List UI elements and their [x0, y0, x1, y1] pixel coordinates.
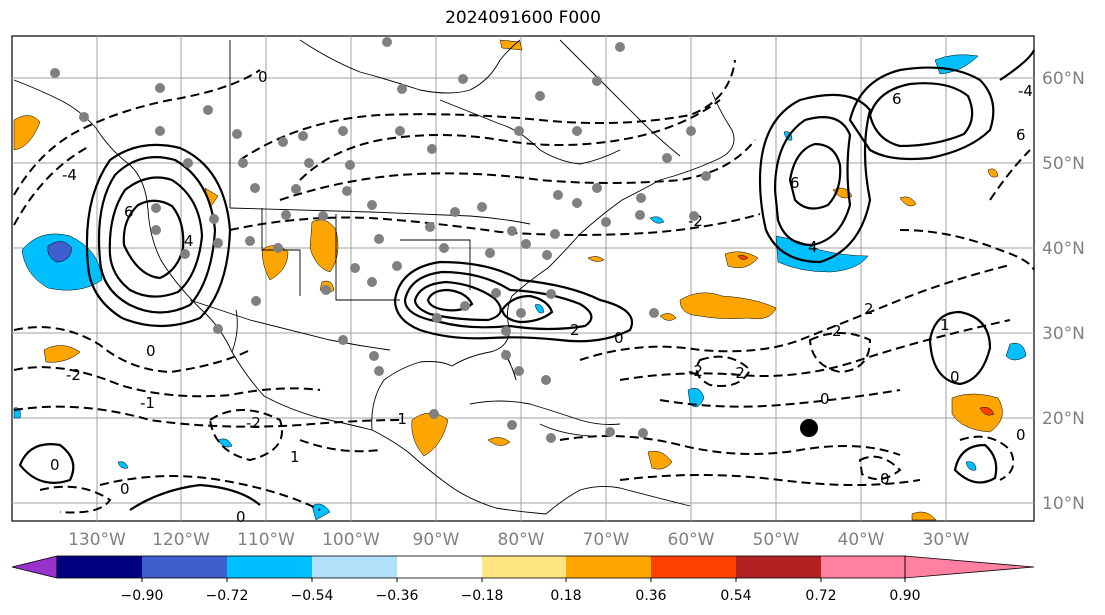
colorbar-tick-label: 0.36: [635, 588, 666, 604]
lon-label: 110°W: [237, 530, 295, 550]
contour-label: 6: [1016, 126, 1026, 144]
lat-label: 20°N: [1042, 409, 1085, 429]
contour-label: -4: [1018, 82, 1033, 100]
colorbar-tick-label: 0.18: [550, 588, 581, 604]
contours-negative: [13, 59, 1035, 514]
lat-label: 30°N: [1042, 324, 1085, 344]
colorbar-tick-label: −0.90: [121, 588, 164, 604]
station-markers: [50, 37, 711, 443]
contour-label: -4: [62, 166, 77, 184]
contour-label: 0: [880, 470, 890, 488]
colorbar-tick-label: 0.72: [805, 588, 836, 604]
lon-label: 40°W: [838, 530, 885, 550]
contour-label: 4: [808, 238, 818, 256]
colorbar-tick-label: −0.72: [206, 588, 249, 604]
contour-label: 0: [258, 68, 268, 86]
contour-label: 0: [236, 508, 246, 526]
map-title: 2024091600 F000: [445, 8, 601, 28]
latitude-labels: 60°N 50°N 40°N 30°N 20°N 10°N: [1042, 69, 1085, 514]
contour-label: 0: [614, 329, 624, 347]
contour-label: 0: [50, 456, 60, 474]
colorbar-segment: [651, 556, 736, 578]
colorbar-segment: [312, 556, 397, 578]
colorbar-segment: [57, 556, 142, 578]
storm-center-marker: [800, 419, 818, 437]
contour-label: 1: [290, 448, 300, 466]
contour-label: -2: [688, 362, 703, 380]
contour-label: -1: [140, 394, 155, 412]
contour-label: 4: [184, 232, 194, 250]
contour-label: 6: [124, 203, 134, 221]
colorbar-segment: [227, 556, 312, 578]
contour-label: 0: [120, 480, 130, 498]
lon-label: 30°W: [923, 530, 970, 550]
lat-label: 50°N: [1042, 154, 1085, 174]
contour-label: 0: [820, 390, 830, 408]
colorbar-segment: [397, 556, 482, 578]
colorbar-segment: [142, 556, 227, 578]
contour-label: 0: [1016, 426, 1026, 444]
colorbar: −0.90 −0.72 −0.54 −0.36 −0.18 0.18 0.36 …: [11, 555, 1035, 604]
lon-label: 70°W: [583, 530, 630, 550]
colorbar-segment: [821, 556, 905, 578]
colorbar-extend-low: [11, 555, 58, 579]
map-frame: [11, 35, 1035, 522]
contour-label: 2: [832, 322, 842, 340]
contour-label: 6: [892, 90, 902, 108]
contour-label: 1: [940, 316, 950, 334]
lon-label: 60°W: [668, 530, 715, 550]
contour-label: 2: [570, 321, 580, 339]
contour-label: 2: [864, 300, 874, 318]
lon-label: 130°W: [68, 530, 126, 550]
contour-label: 0: [146, 342, 156, 360]
colorbar-segment: [482, 556, 566, 578]
colorbar-segment: [736, 556, 821, 578]
lat-label: 10°N: [1042, 494, 1085, 514]
colorbar-tick-label: −0.18: [461, 588, 504, 604]
lon-label: 50°W: [753, 530, 800, 550]
contour-label: -1: [392, 410, 407, 428]
contour-label: -2: [66, 366, 81, 384]
contour-label: 0: [950, 368, 960, 386]
lat-label: 40°N: [1042, 239, 1085, 259]
contour-labels: 6 4 0 -2 -1 -2 -1 2 0 0 -4 4 6 6 2 2 1 0…: [50, 68, 1033, 526]
longitude-labels: 130°W 120°W 110°W 100°W 90°W 80°W 70°W 6…: [68, 530, 970, 550]
colorbar-tick-label: 0.90: [889, 588, 920, 604]
lon-label: 100°W: [322, 530, 380, 550]
contour-label: 6: [790, 174, 800, 192]
colorbar-tick-label: −0.54: [291, 588, 334, 604]
anomaly-fills: [13, 39, 1027, 521]
colorbar-extend-high: [904, 555, 1035, 579]
colorbar-tick-label: −0.36: [376, 588, 419, 604]
lon-label: 90°W: [413, 530, 460, 550]
colorbar-tick-label: 0.54: [720, 588, 751, 604]
contour-label: -2: [730, 364, 745, 382]
lat-label: 60°N: [1042, 69, 1085, 89]
lon-label: 80°W: [498, 530, 545, 550]
lon-label: 120°W: [152, 530, 210, 550]
colorbar-segment: [566, 556, 651, 578]
contour-label: -2: [246, 414, 261, 432]
